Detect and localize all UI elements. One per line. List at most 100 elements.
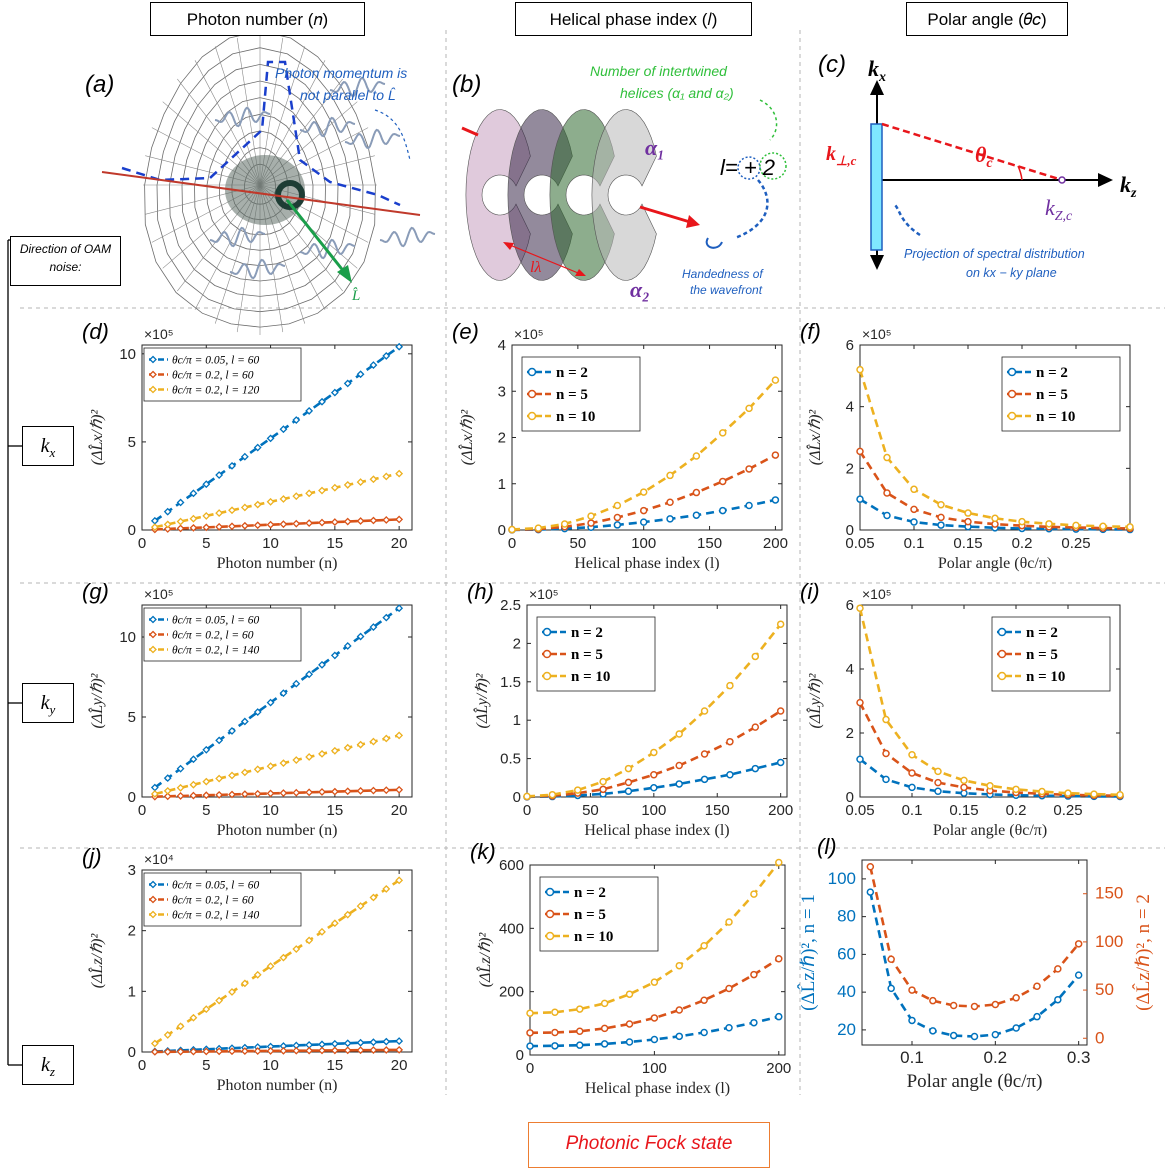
data-point: [189, 489, 198, 498]
data-point: [771, 376, 780, 384]
data-point: [856, 365, 864, 374]
data-point: [356, 740, 365, 749]
x-tick-label: 0: [138, 802, 146, 819]
x-axis-label: Photon number (n): [217, 555, 338, 572]
panel-b-letter: (b): [452, 71, 481, 98]
propagation-arrow-head: [686, 215, 700, 228]
data-point: [318, 518, 326, 527]
data-point: [934, 767, 942, 776]
y-tick-label: 2: [846, 725, 854, 742]
legend-entry: n = 2: [574, 885, 606, 901]
y-tick-label: 0: [516, 1047, 524, 1064]
data-point: [751, 764, 760, 773]
y-tick-label: 0: [128, 789, 136, 806]
chart-panel-l: 0.1 0.2 0.3 20 40 60 80 100 0 50 100 150 (l) Polar an…: [797, 834, 1154, 1092]
data-point: [150, 790, 159, 798]
y-tick-label: 60: [837, 944, 856, 963]
chart-panel-h: 0 50 100 150 200 0 0.5 1 1.5 2 2.5 ×10⁵ (h) Helical p…: [467, 579, 793, 839]
data-point: [775, 954, 783, 963]
data-point: [318, 397, 326, 406]
data-point: [330, 518, 339, 526]
data-point: [369, 361, 378, 370]
data-point: [292, 519, 301, 528]
legend-marker: [997, 649, 1007, 659]
data-point: [279, 425, 288, 434]
data-point: [700, 942, 708, 950]
exponent-label: ×10⁵: [529, 586, 559, 602]
x-tick-label: 0.3: [1067, 1048, 1091, 1067]
data-point: [882, 775, 890, 784]
x-tick-label: 0.1: [902, 802, 923, 819]
data-point: [189, 523, 198, 532]
data-point: [253, 500, 262, 509]
data-point: [650, 784, 658, 792]
y-axis-label: (ΔL̂y/ℏ)²: [472, 672, 491, 728]
legend-entry: θc/π = 0.2, l = 120: [172, 385, 260, 397]
data-point: [718, 477, 727, 486]
data-point: [330, 1046, 339, 1055]
y-tick-label: 600: [499, 857, 524, 874]
data-point: [343, 379, 352, 388]
data-point: [551, 1008, 559, 1016]
data-point: [970, 1002, 979, 1011]
data-point: [240, 979, 249, 988]
legend: n = 2 n = 5 n = 10: [1001, 356, 1121, 432]
data-point: [548, 790, 557, 799]
oam-vector-label: L̂: [351, 288, 360, 304]
data-point: [176, 498, 185, 507]
legend-marker: [542, 671, 552, 681]
y-tick-label: 2: [128, 923, 136, 940]
data-point: [624, 787, 633, 795]
y-tick-label: 10: [119, 629, 136, 646]
wave-packet: [344, 128, 401, 150]
data-point: [1074, 971, 1083, 979]
data-point: [215, 471, 224, 479]
data-point: [639, 506, 648, 515]
data-point: [395, 876, 404, 885]
legend-entry: n = 5: [1026, 647, 1058, 663]
x-tick-label: 0: [526, 1060, 534, 1077]
series-line: [154, 879, 400, 1045]
data-point: [726, 770, 734, 779]
data-point: [700, 775, 709, 784]
data-point: [369, 893, 378, 902]
data-point: [330, 919, 339, 928]
data-point: [751, 723, 760, 731]
data-point: [163, 786, 172, 795]
data-point: [202, 480, 211, 489]
data-point: [266, 698, 275, 707]
data-point: [1012, 785, 1020, 794]
data-point: [587, 519, 595, 527]
x-tick-label: 50: [582, 802, 599, 819]
data-point: [910, 505, 918, 514]
data-point: [856, 698, 864, 707]
panel-a-letter: (a): [85, 71, 114, 98]
data-point: [929, 996, 937, 1005]
legend-box: [143, 872, 302, 927]
data-point: [369, 1046, 378, 1055]
data-point: [369, 1038, 378, 1047]
alpha2-label: α₂: [630, 277, 650, 302]
number-circle: [759, 152, 787, 180]
legend-entry: n = 5: [571, 647, 603, 663]
data-point: [700, 996, 708, 1004]
data-point: [910, 485, 918, 494]
oam-vector-head: [337, 265, 352, 283]
legend-entry: n = 2: [1026, 625, 1058, 641]
data-point: [356, 517, 365, 525]
data-point: [215, 1047, 224, 1056]
exponent-label: ×10⁵: [862, 326, 892, 342]
y-right-tick-label: 100: [1095, 932, 1123, 951]
legend-entry: n = 5: [574, 907, 606, 923]
data-point: [253, 970, 262, 979]
panel-b-illustration: (b) α₁ α₂ lλ Number of intertwined helic…: [452, 63, 787, 302]
legend-marker: [149, 645, 157, 654]
legend-marker: [545, 931, 555, 941]
panel-letter: (g): [82, 579, 109, 604]
data-point: [382, 1046, 391, 1054]
data-point: [1012, 1024, 1020, 1032]
y-tick-label: 0: [498, 522, 506, 539]
data-point: [1038, 787, 1046, 796]
kperp-label: k⊥,c: [826, 143, 857, 168]
